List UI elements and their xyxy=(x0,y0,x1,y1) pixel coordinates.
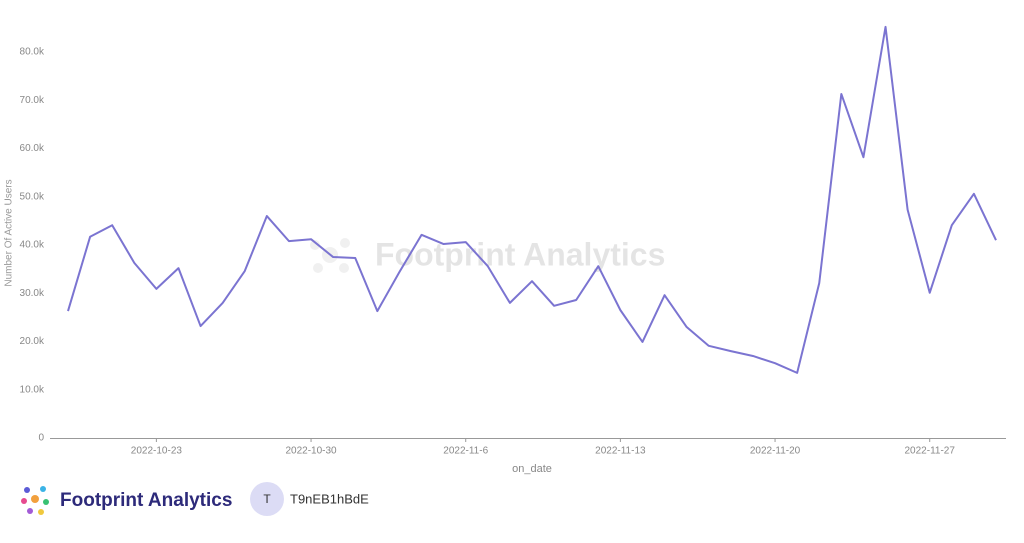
x-tick-label: 2022-11-20 xyxy=(750,446,801,457)
logo-dot xyxy=(27,508,33,514)
x-tick-label: 2022-10-30 xyxy=(285,446,337,457)
watermark-logo xyxy=(313,263,323,273)
watermark-logo xyxy=(339,263,349,273)
logo-dot xyxy=(31,495,39,503)
y-tick-label: 60.0k xyxy=(20,143,45,154)
y-tick-label: 30.0k xyxy=(20,288,45,299)
avatar-initial: T xyxy=(263,492,271,506)
x-tick-label: 2022-11-6 xyxy=(443,446,488,457)
y-tick-label: 50.0k xyxy=(20,191,45,202)
x-tick-label: 2022-11-27 xyxy=(905,446,956,457)
y-tick-label: 40.0k xyxy=(20,240,45,251)
x-tick-label: 2022-11-13 xyxy=(595,446,646,457)
y-tick-label: 10.0k xyxy=(20,384,45,395)
logo-dot xyxy=(21,498,27,504)
avatar xyxy=(250,482,284,516)
y-tick-label: 80.0k xyxy=(20,47,45,58)
footer-logo xyxy=(21,486,49,515)
y-tick-label: 0 xyxy=(38,433,44,444)
user-name: T9nEB1hBdE xyxy=(290,491,369,506)
watermark-text: Footprint Analytics xyxy=(375,236,665,272)
y-tick-label: 70.0k xyxy=(20,95,45,106)
logo-dot xyxy=(38,509,44,515)
data-line xyxy=(67,25,997,374)
logo-dot xyxy=(43,499,49,505)
x-tick-label: 2022-10-23 xyxy=(131,446,183,457)
y-tick-label: 20.0k xyxy=(20,336,45,347)
brand-name: Footprint Analytics xyxy=(60,490,232,511)
logo-dot xyxy=(24,487,30,493)
watermark-logo xyxy=(340,238,350,248)
watermark-logo xyxy=(310,240,320,250)
logo-dot xyxy=(40,486,46,492)
x-axis-label: on_date xyxy=(512,463,552,475)
y-axis-label: Number Of Active Users xyxy=(4,179,15,286)
